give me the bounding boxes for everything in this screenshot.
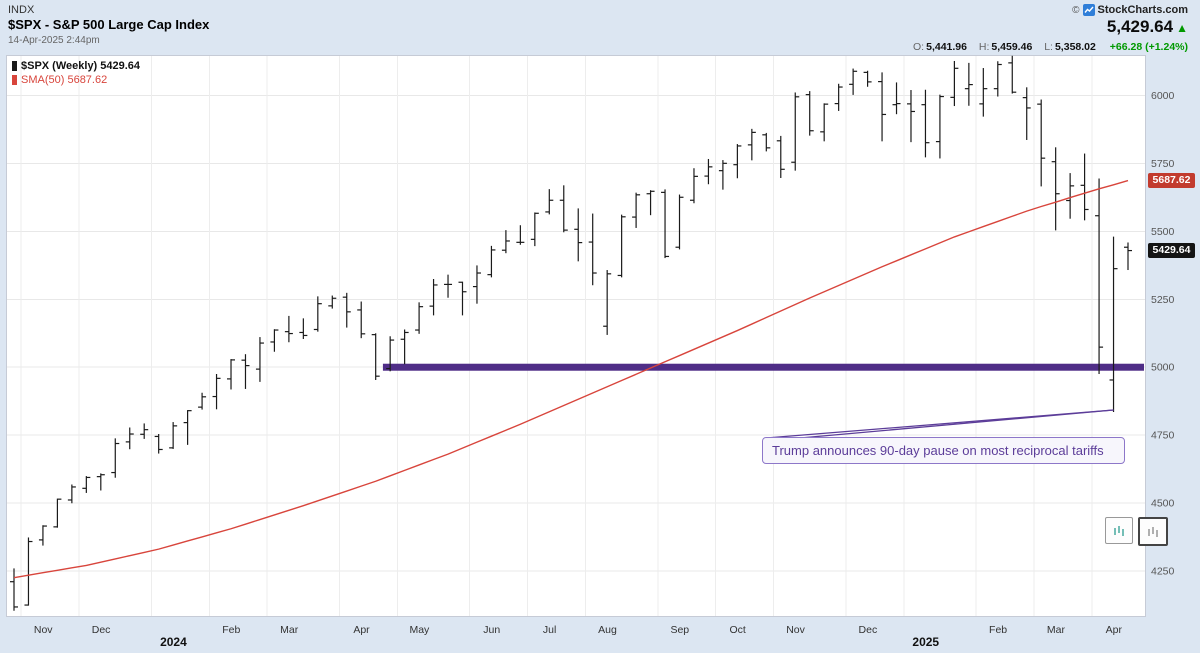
open-label: O: <box>913 41 925 53</box>
svg-text:Jun: Jun <box>483 624 500 636</box>
y-axis-labels: 4250 4500 4750 5000 5250 5500 5750 6000 <box>1151 90 1175 577</box>
svg-text:Aug: Aug <box>598 624 617 636</box>
annotation-callout: Trump announces 90-day pause on most rec… <box>762 437 1125 464</box>
last-price: 5,429.64 <box>1106 17 1174 36</box>
legend-row-sma: SMA(50) 5687.62 <box>12 73 140 87</box>
page-title: $SPX - S&P 500 Large Cap Index <box>8 17 210 32</box>
svg-text:5000: 5000 <box>1151 362 1175 374</box>
gridlines <box>7 56 1145 616</box>
svg-text:4500: 4500 <box>1151 497 1175 509</box>
stockcharts-logo[interactable]: © StockCharts.com <box>913 4 1188 16</box>
chart-header-right: © StockCharts.com 5,429.64 ▲ O: 5,441.96 H… <box>913 4 1188 53</box>
mini-bar-chart-icon <box>1112 524 1126 537</box>
svg-text:2024: 2024 <box>160 635 187 649</box>
ohlc-quote-row: O: 5,441.96 H: 5,459.46 L: 5,358.02 +66.28 … <box>913 41 1188 53</box>
svg-text:2025: 2025 <box>912 635 939 649</box>
svg-text:4250: 4250 <box>1151 565 1175 577</box>
sma-series-swatch <box>12 75 17 85</box>
mini-chart-button-2[interactable] <box>1138 517 1168 546</box>
svg-text:5250: 5250 <box>1151 294 1175 306</box>
open-value: 5,441.96 <box>926 41 967 53</box>
low-label: L: <box>1044 41 1053 53</box>
svg-text:Oct: Oct <box>730 624 746 636</box>
copyright-symbol: © <box>1072 4 1080 16</box>
svg-text:Mar: Mar <box>1047 624 1066 636</box>
svg-text:Feb: Feb <box>989 624 1007 636</box>
svg-text:Mar: Mar <box>280 624 299 636</box>
support-line <box>382 363 1144 371</box>
last-price-row: 5,429.64 ▲ <box>913 17 1188 37</box>
svg-text:Sep: Sep <box>670 624 689 636</box>
sma-line <box>13 179 1129 579</box>
svg-text:5500: 5500 <box>1151 226 1175 238</box>
legend-row-spx: $SPX (Weekly) 5429.64 <box>12 59 140 73</box>
close-axis-price-label: 5429.64 <box>1148 243 1195 258</box>
chart-header-left: INDX $SPX - S&P 500 Large Cap Index 14-A… <box>8 4 209 46</box>
svg-text:6000: 6000 <box>1151 90 1175 102</box>
mini-bar-chart-icon <box>1146 525 1160 538</box>
svg-text:Nov: Nov <box>786 624 805 636</box>
spx-series-swatch <box>12 61 17 71</box>
up-arrow-icon: ▲ <box>1176 21 1188 35</box>
spx-series-label: $SPX (Weekly) 5429.64 <box>21 60 141 72</box>
brand-name: StockCharts.com <box>1097 4 1188 16</box>
sma-series-label: SMA(50) 5687.62 <box>21 74 108 86</box>
price-bars <box>10 55 1132 611</box>
svg-text:Apr: Apr <box>1106 624 1123 636</box>
plot-area <box>6 55 1146 617</box>
high-value: 5,459.46 <box>991 41 1033 53</box>
svg-text:Jul: Jul <box>543 624 556 636</box>
svg-text:Feb: Feb <box>222 624 240 636</box>
svg-text:May: May <box>409 624 430 636</box>
low-value: 5,358.02 <box>1054 41 1096 53</box>
svg-text:Apr: Apr <box>353 624 370 636</box>
chart-legend: $SPX (Weekly) 5429.64 SMA(50) 5687.62 <box>12 59 140 87</box>
exchange-label: INDX <box>8 4 35 16</box>
svg-text:Nov: Nov <box>34 624 53 636</box>
svg-text:Dec: Dec <box>859 624 878 636</box>
svg-text:5750: 5750 <box>1151 158 1175 170</box>
chart-timestamp: 14-Apr-2025 2:44pm <box>8 35 100 46</box>
callout-pointer <box>765 409 1114 439</box>
x-axis-labels: Nov Dec 2024 Feb Mar Apr May Jun Jul Aug Sep Oct Nov… <box>34 624 1123 649</box>
sma-axis-price-label: 5687.62 <box>1148 173 1195 188</box>
svg-text:4750: 4750 <box>1151 430 1175 442</box>
stockcharts-logo-icon <box>1082 4 1095 16</box>
high-label: H: <box>978 41 990 53</box>
svg-text:Dec: Dec <box>92 624 111 636</box>
change-value: +66.28 (+1.24%) <box>1109 41 1188 53</box>
mini-chart-button-1[interactable] <box>1105 517 1133 544</box>
